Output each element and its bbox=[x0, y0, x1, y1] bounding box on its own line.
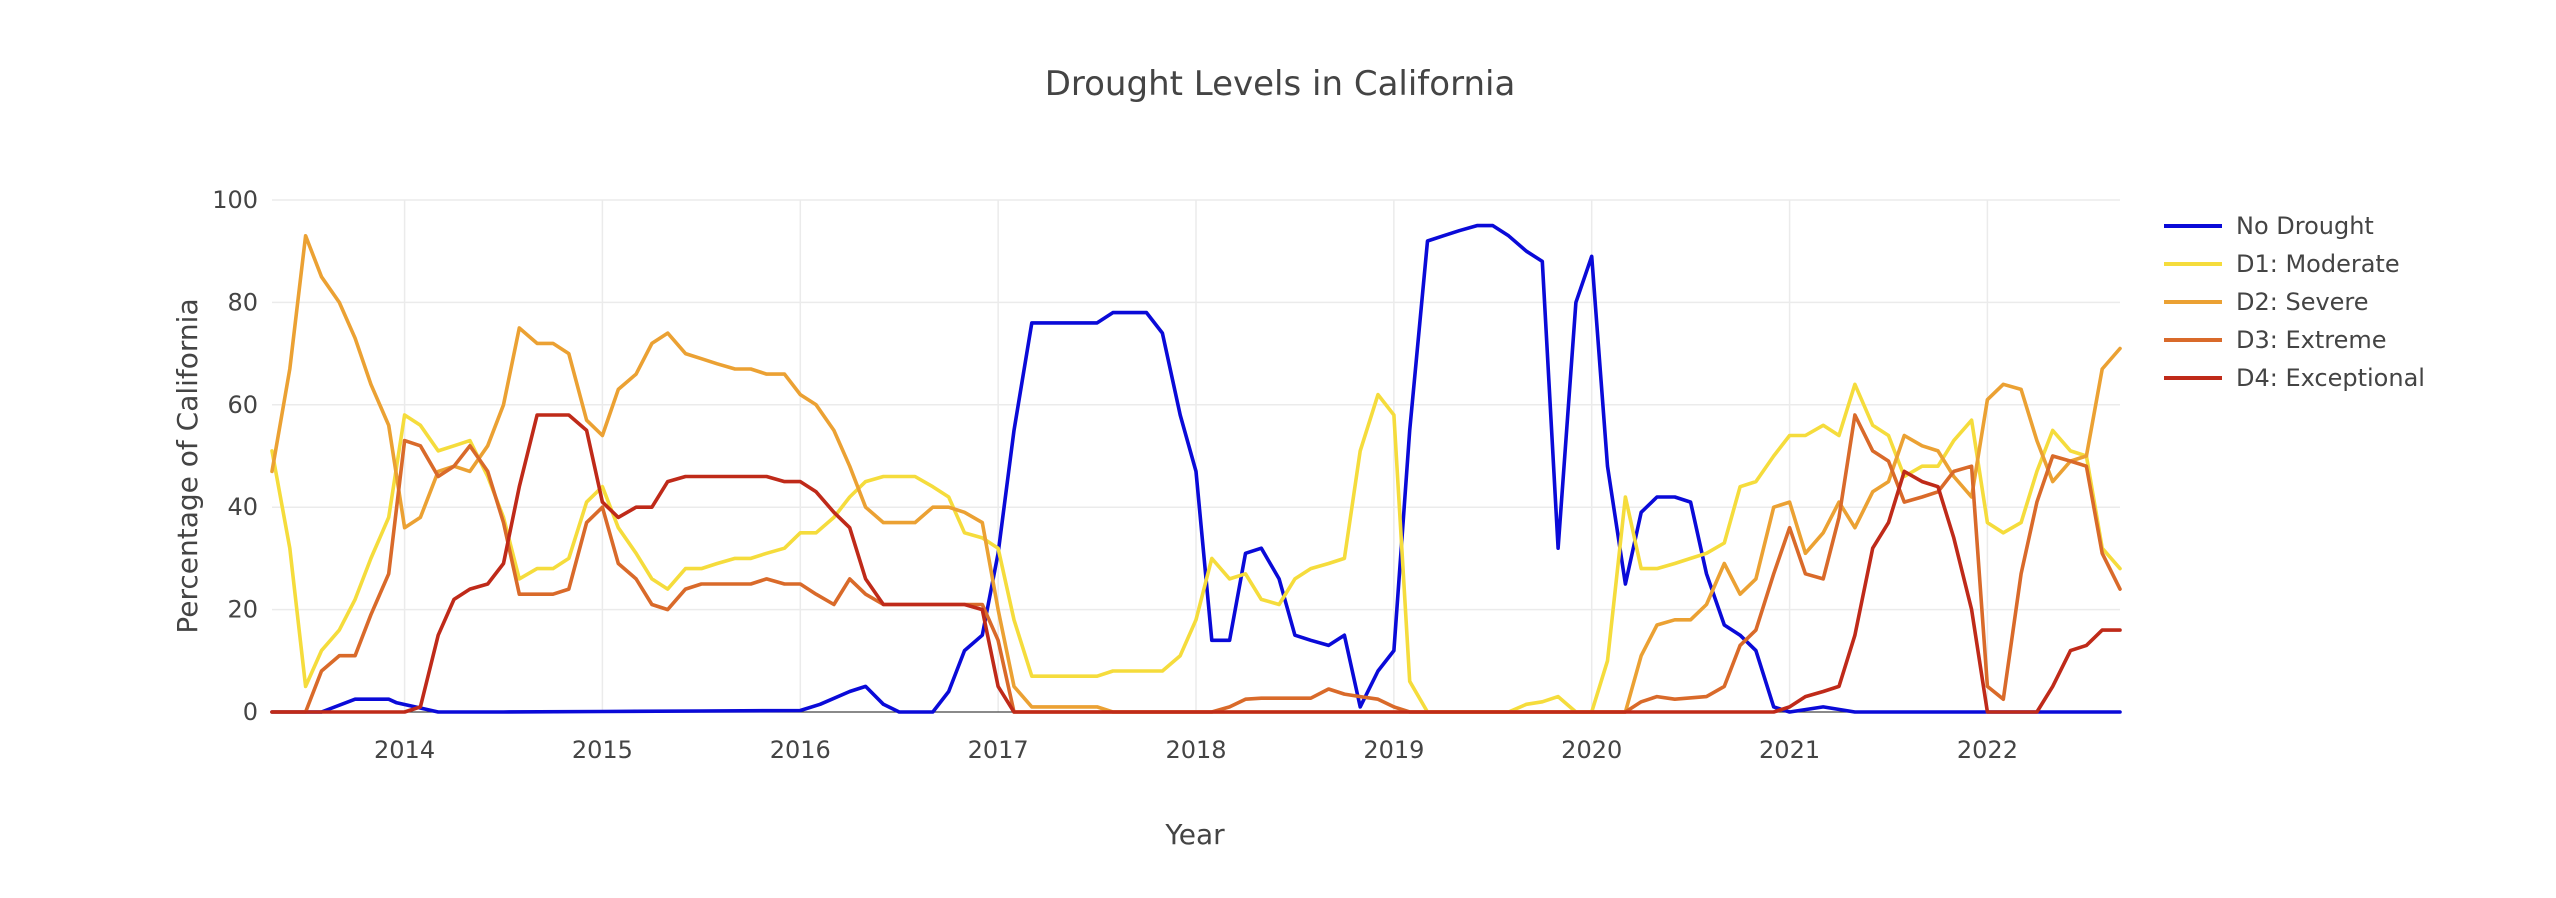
y-tick-label: 40 bbox=[227, 493, 258, 521]
y-tick-label: 80 bbox=[227, 288, 258, 316]
y-tick-label: 100 bbox=[212, 186, 258, 214]
legend-item[interactable]: No Drought bbox=[2164, 212, 2374, 240]
x-tick-label: 2022 bbox=[1957, 736, 2018, 764]
x-tick-label: 2018 bbox=[1165, 736, 1226, 764]
x-tick-label: 2016 bbox=[770, 736, 831, 764]
y-axis-title: Percentage of California bbox=[171, 298, 204, 633]
legend-item[interactable]: D2: Severe bbox=[2164, 288, 2369, 316]
series-line-d4-exceptional bbox=[270, 413, 2122, 714]
x-tick-label: 2014 bbox=[374, 736, 435, 764]
x-axis-title: Year bbox=[1164, 818, 1225, 851]
x-axis-ticks: 2014 2015 2016 2017 2018 2019 2020 2021 2022 bbox=[374, 736, 2018, 764]
series-line-d1-moderate bbox=[270, 382, 2122, 714]
legend-label: D1: Moderate bbox=[2236, 250, 2400, 278]
chart-title: Drought Levels in California bbox=[1045, 64, 1516, 104]
y-tick-label: 60 bbox=[227, 391, 258, 419]
legend[interactable]: No Drought D1: Moderate D2: Severe D3: Extr… bbox=[2164, 212, 2425, 392]
legend-item[interactable]: D3: Extreme bbox=[2164, 326, 2387, 354]
y-tick-label: 20 bbox=[227, 596, 258, 624]
legend-item[interactable]: D1: Moderate bbox=[2164, 250, 2400, 278]
series-lines bbox=[270, 223, 2122, 714]
x-tick-label: 2019 bbox=[1363, 736, 1424, 764]
x-tick-label: 2021 bbox=[1759, 736, 1820, 764]
y-tick-label: 0 bbox=[243, 698, 258, 726]
legend-label: No Drought bbox=[2236, 212, 2374, 240]
x-tick-label: 2017 bbox=[968, 736, 1029, 764]
legend-label: D2: Severe bbox=[2236, 288, 2369, 316]
legend-label: D3: Extreme bbox=[2236, 326, 2387, 354]
legend-label: D4: Exceptional bbox=[2236, 364, 2425, 392]
x-tick-label: 2015 bbox=[572, 736, 633, 764]
series-line-d2-severe bbox=[270, 234, 2122, 714]
x-tick-label: 2020 bbox=[1561, 736, 1622, 764]
y-axis-ticks: 0 20 40 60 80 100 bbox=[212, 186, 258, 726]
series-line-no-drought bbox=[270, 223, 2122, 714]
legend-item[interactable]: D4: Exceptional bbox=[2164, 364, 2425, 392]
